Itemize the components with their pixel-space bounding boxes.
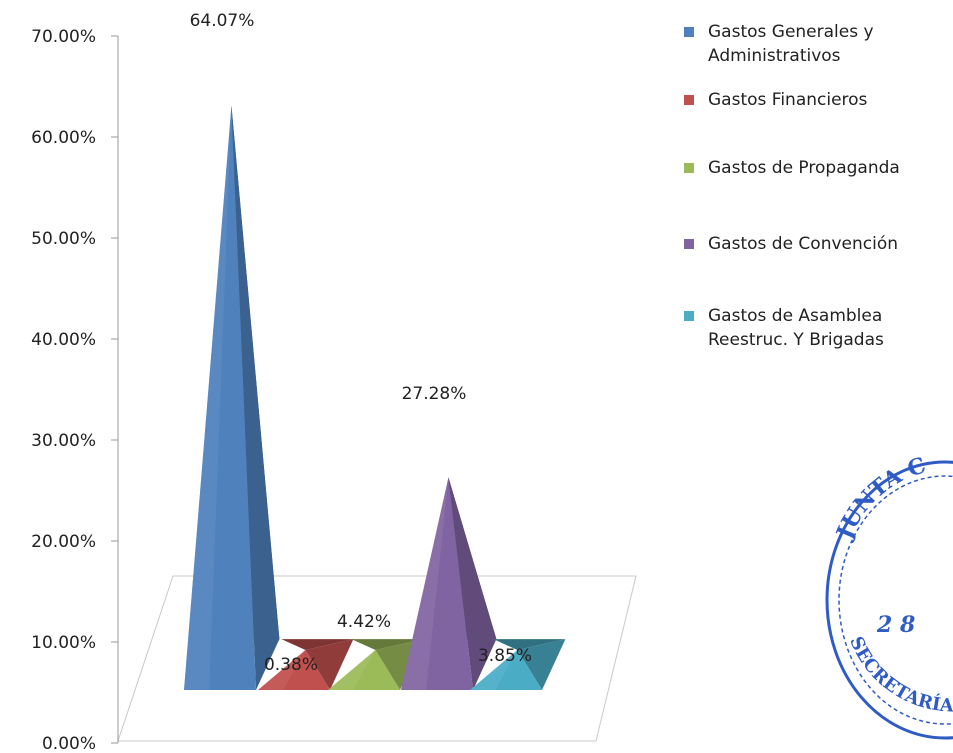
data-label: 4.42% [337, 612, 391, 632]
data-label: 27.28% [402, 384, 467, 404]
pyramid-bar [401, 477, 497, 690]
pyramid-highlight [470, 650, 518, 690]
floor-plane [117, 575, 637, 742]
legend-item-convencion: Gastos de Convención [684, 232, 952, 256]
y-axis: 0.00% 10.00% 20.00% 30.00% 40.00% 50.00% 60.00… [31, 27, 119, 753]
pyramid-back-face [281, 639, 354, 650]
legend-label: Gastos Generales y Administrativos [708, 22, 874, 66]
pyramid-highlight [184, 105, 232, 690]
legend-item-propaganda: Gastos de Propaganda [684, 156, 952, 180]
pyramid-bar [470, 639, 566, 690]
legend-label: Gastos de Convención [708, 234, 899, 254]
pyramid-side-face [517, 639, 566, 690]
stamp-middle-text: 2 8 [876, 612, 915, 638]
legend-label: Gastos de Propaganda [708, 158, 900, 178]
legend: Gastos Generales y Administrativos Gasto… [684, 20, 952, 352]
legend-label: Gastos de Asamblea Reestruc. Y Brigadas [708, 306, 884, 350]
y-tick-label: 40.00% [31, 330, 96, 350]
pyramid-back-face [493, 639, 566, 650]
pyramid-bar [258, 639, 354, 690]
pyramid-highlight [401, 477, 449, 690]
data-label: 0.38% [264, 655, 318, 675]
data-labels: 64.07% 0.38% 4.42% 27.28% 3.85% [190, 11, 532, 675]
pyramid-bar [184, 105, 280, 690]
legend-swatch [684, 163, 694, 173]
y-tick-label: 30.00% [31, 431, 96, 451]
legend-swatch [684, 239, 694, 249]
y-tick-label: 60.00% [31, 128, 96, 148]
y-tick-label: 70.00% [31, 27, 96, 47]
legend-swatch [684, 311, 694, 321]
y-tick-label: 50.00% [31, 229, 96, 249]
pyramid-highlight [328, 650, 376, 690]
legend-swatch [684, 27, 694, 37]
legend-label: Gastos Financieros [708, 90, 868, 110]
chart-floor [117, 575, 637, 742]
bars [184, 105, 566, 690]
legend-item-asamblea: Gastos de Asamblea Reestruc. Y Brigadas [684, 304, 952, 352]
data-label: 64.07% [190, 11, 255, 31]
data-label: 3.85% [478, 646, 532, 666]
y-tick-label: 20.00% [31, 532, 96, 552]
legend-swatch [684, 95, 694, 105]
legend-item-generales: Gastos Generales y Administrativos [684, 20, 952, 68]
legend-item-financieros: Gastos Financieros [684, 88, 952, 112]
pyramid-side-face [231, 105, 280, 690]
stamp-top-text: JUNTA C [831, 452, 929, 544]
y-tick-label: 0.00% [42, 734, 96, 753]
pyramid-side-face [448, 477, 497, 690]
pyramid-highlight [258, 650, 306, 690]
pyramid-side-face [305, 639, 354, 690]
y-tick-label: 10.00% [31, 633, 96, 653]
pyramid-back-face [351, 639, 424, 650]
